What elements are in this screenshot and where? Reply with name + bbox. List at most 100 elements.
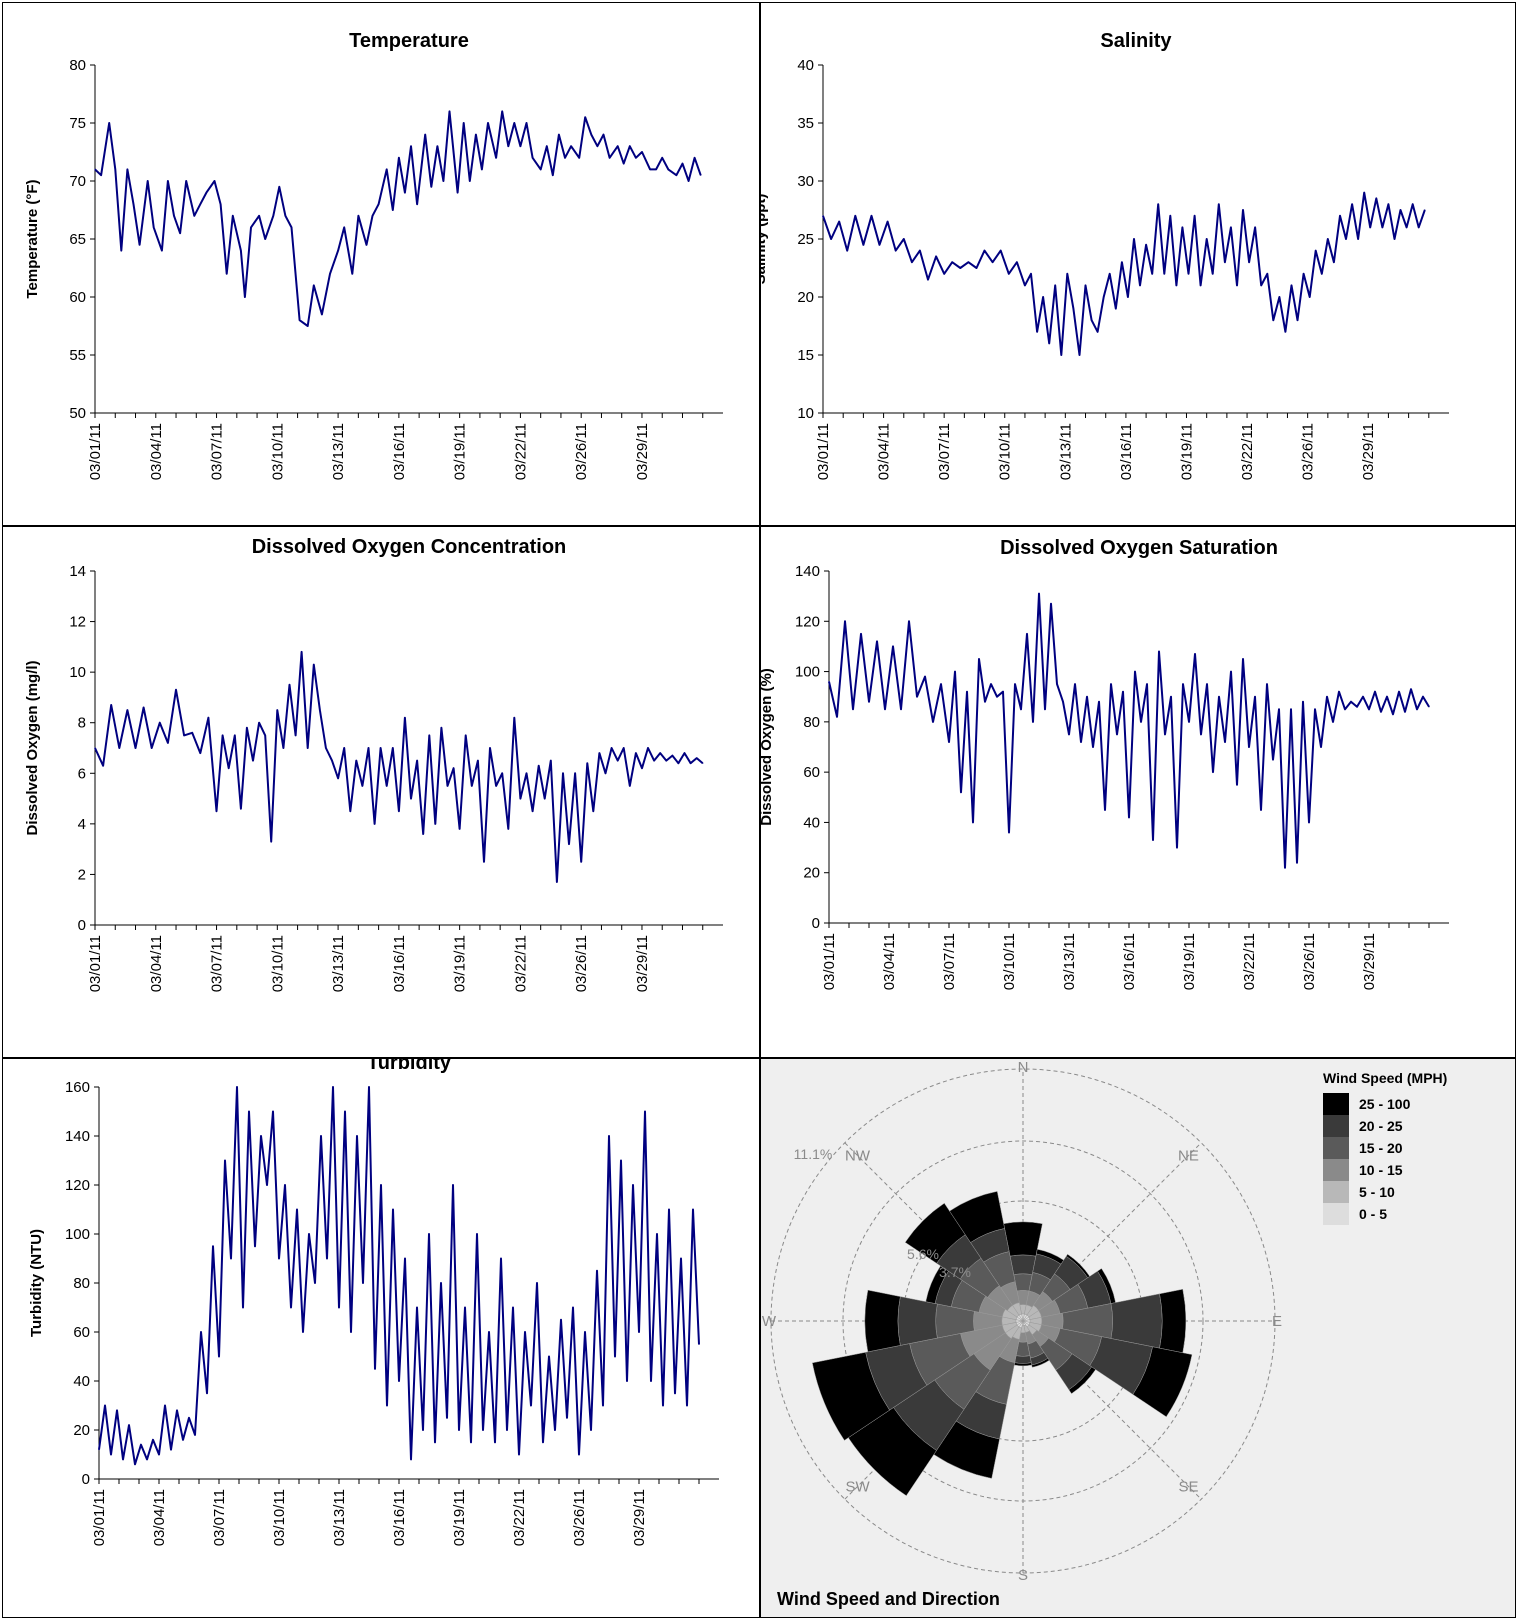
data-point bbox=[668, 1208, 670, 1211]
data-point bbox=[361, 785, 364, 787]
data-point bbox=[838, 221, 840, 223]
data-point bbox=[546, 145, 548, 147]
data-point bbox=[452, 767, 455, 769]
data-point bbox=[1260, 284, 1262, 286]
data-point bbox=[1200, 733, 1202, 736]
data-point bbox=[1332, 721, 1334, 723]
data-point bbox=[248, 1110, 250, 1113]
x-tick-label: 03/29/11 bbox=[631, 1489, 648, 1546]
data-point bbox=[519, 797, 522, 800]
data-point bbox=[1024, 284, 1026, 286]
data-point bbox=[554, 1429, 556, 1431]
data-point bbox=[635, 157, 637, 159]
x-tick-label: 03/07/11 bbox=[209, 935, 226, 992]
data-point bbox=[1375, 197, 1377, 199]
x-tick-label: 03/26/11 bbox=[1300, 423, 1317, 480]
x-tick-label: 03/04/11 bbox=[876, 423, 893, 480]
data-point bbox=[1050, 603, 1052, 605]
data-point bbox=[903, 238, 905, 240]
data-point bbox=[1054, 284, 1056, 286]
legend-swatch bbox=[1323, 1181, 1349, 1203]
data-point bbox=[459, 828, 461, 830]
data-point bbox=[290, 226, 293, 228]
data-point bbox=[314, 1282, 316, 1284]
data-point bbox=[1296, 319, 1299, 321]
data-point bbox=[404, 1257, 406, 1260]
y-tick-label: 14 bbox=[69, 563, 86, 580]
data-point bbox=[596, 145, 599, 147]
data-point bbox=[1418, 226, 1420, 228]
data-point bbox=[307, 325, 309, 327]
data-series-line bbox=[822, 191, 1426, 356]
data-point bbox=[410, 797, 412, 800]
data-point bbox=[1278, 708, 1280, 710]
data-point bbox=[380, 747, 382, 749]
data-point bbox=[1230, 226, 1232, 228]
data-point bbox=[641, 767, 643, 769]
do-saturation-chart-svg: Dissolved Oxygen Saturation Dissolved Oxy… bbox=[761, 537, 1449, 990]
data-point bbox=[188, 1417, 190, 1419]
data-point bbox=[1212, 771, 1214, 773]
data-point bbox=[1169, 215, 1171, 217]
x-tick-label: 03/10/11 bbox=[271, 1489, 288, 1546]
data-point bbox=[1175, 284, 1177, 286]
data-point bbox=[1416, 708, 1418, 710]
data-point bbox=[644, 1110, 646, 1113]
data-point bbox=[978, 658, 980, 660]
data-point bbox=[1248, 746, 1250, 748]
data-point bbox=[1224, 741, 1226, 743]
data-point bbox=[876, 640, 878, 642]
data-point bbox=[602, 134, 605, 136]
data-point bbox=[1036, 331, 1038, 333]
data-point bbox=[416, 760, 418, 762]
y-tick-label: 100 bbox=[795, 664, 820, 681]
data-point bbox=[1412, 203, 1414, 205]
data-point bbox=[1314, 708, 1316, 710]
data-point bbox=[170, 1449, 172, 1451]
data-point bbox=[1254, 696, 1256, 698]
data-point bbox=[1090, 319, 1093, 321]
data-point bbox=[159, 722, 161, 724]
data-point bbox=[410, 1458, 412, 1460]
y-axis-label: Turbidity (NTU) bbox=[28, 1229, 45, 1337]
y-tick-label: 35 bbox=[797, 115, 814, 132]
data-point bbox=[1338, 691, 1340, 693]
salinity-chart: Salinity Salinity (ppt) 10 15 20 25 30 35 40 03/0… bbox=[760, 2, 1516, 526]
data-point bbox=[173, 215, 175, 217]
data-point bbox=[1181, 226, 1184, 228]
data-point bbox=[1121, 261, 1123, 263]
data-point bbox=[218, 1355, 220, 1358]
data-point bbox=[321, 313, 323, 315]
x-tick-label: 03/01/11 bbox=[821, 933, 838, 990]
data-point bbox=[1356, 706, 1358, 708]
data-point bbox=[692, 1208, 694, 1211]
ring-label: 3.7% bbox=[939, 1264, 971, 1280]
data-point bbox=[1351, 203, 1353, 205]
data-point bbox=[507, 828, 509, 830]
data-point bbox=[1369, 226, 1371, 228]
data-point bbox=[260, 1135, 262, 1137]
data-point bbox=[284, 215, 287, 217]
x-tick-label: 03/01/11 bbox=[815, 423, 832, 480]
data-point bbox=[270, 840, 272, 843]
data-point bbox=[288, 684, 291, 686]
data-point bbox=[1206, 238, 1208, 240]
compass-label: N bbox=[1018, 1059, 1029, 1076]
data-point bbox=[570, 145, 572, 147]
wind-segment bbox=[897, 1296, 938, 1346]
data-point bbox=[1362, 696, 1364, 698]
y-tick-label: 75 bbox=[69, 115, 86, 132]
data-point bbox=[972, 821, 974, 824]
data-point bbox=[428, 1233, 430, 1235]
x-tick-label: 03/10/11 bbox=[269, 423, 286, 480]
data-point bbox=[488, 1331, 490, 1333]
data-point bbox=[343, 226, 345, 228]
data-point bbox=[1103, 296, 1105, 298]
data-point bbox=[102, 765, 104, 767]
data-point bbox=[469, 180, 471, 182]
x-tick-label: 03/16/11 bbox=[391, 935, 408, 992]
data-point bbox=[687, 180, 690, 182]
data-point bbox=[138, 244, 141, 246]
data-point bbox=[632, 1184, 634, 1186]
data-point bbox=[990, 683, 992, 685]
